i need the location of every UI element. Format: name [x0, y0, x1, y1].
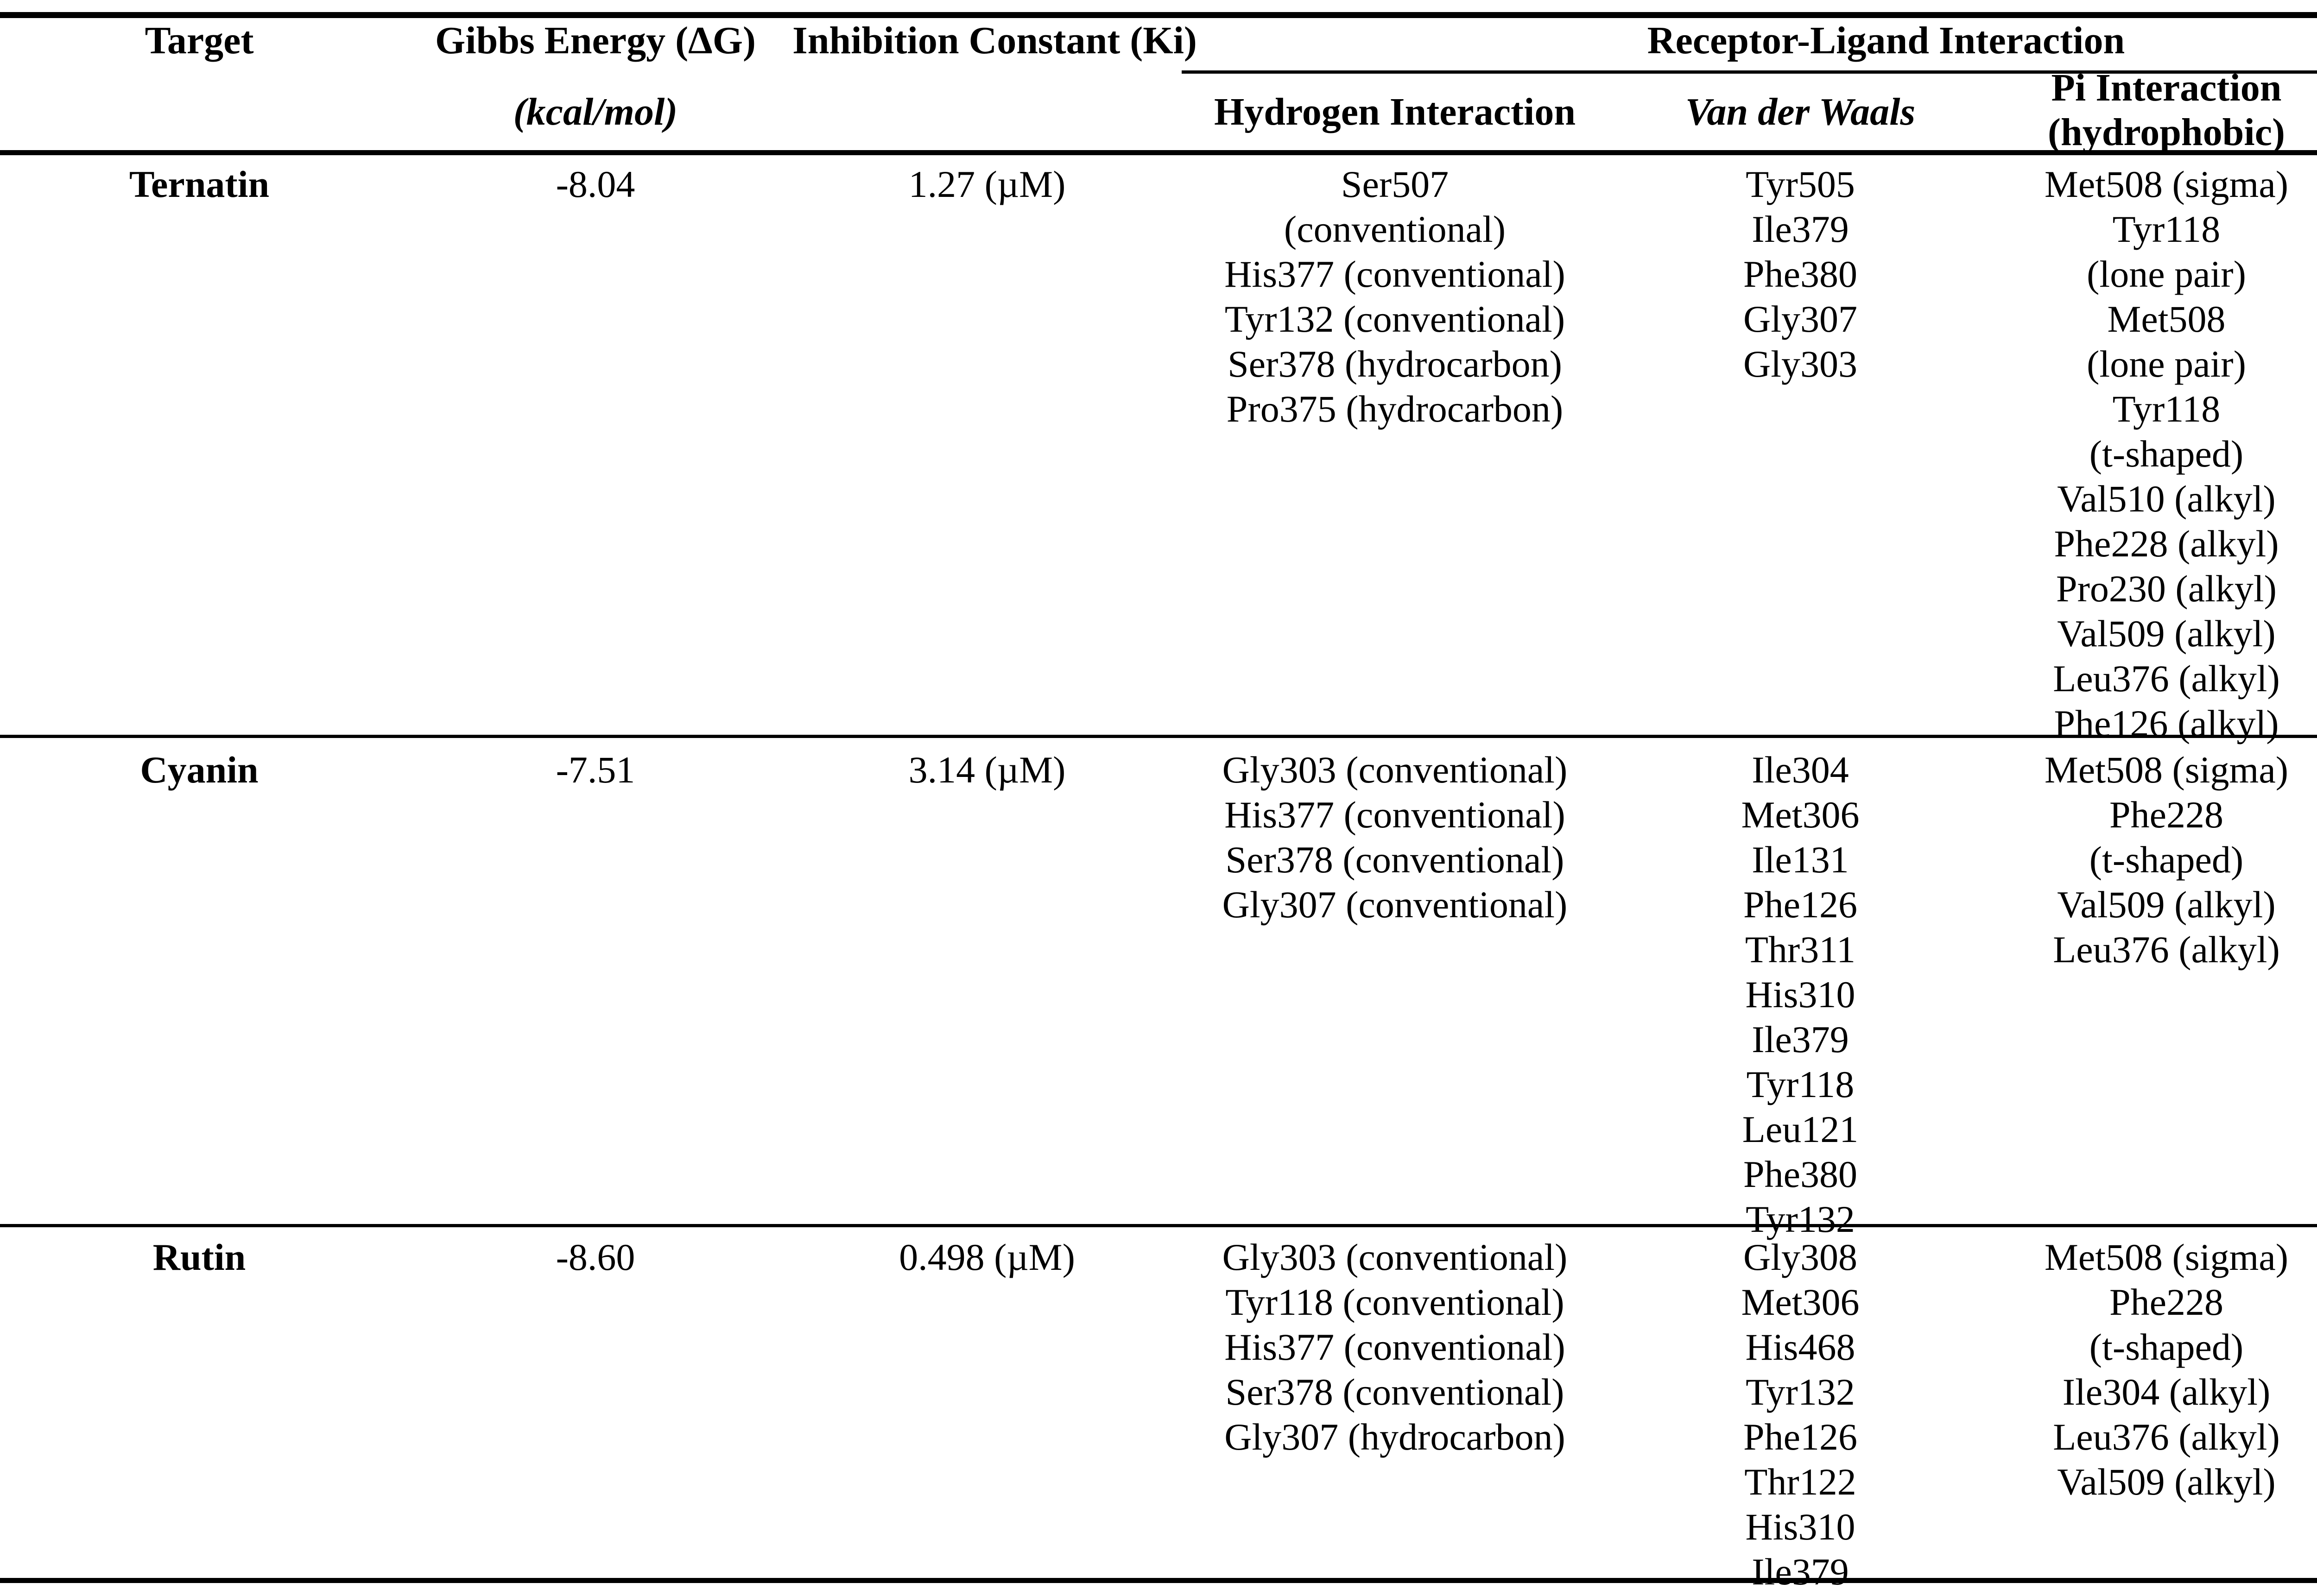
- cell-line: Ser378 (hydrocarbon): [1228, 343, 1562, 385]
- header-inhibition-constant: Inhibition Constant (Ki): [792, 19, 1197, 62]
- cell-line: His377 (conventional): [1224, 794, 1565, 836]
- cell-line: Phe228: [2109, 1281, 2223, 1323]
- cell-line: Met508 (sigma): [2044, 1236, 2289, 1278]
- row-separator-cyanin-rutin: [0, 1224, 2317, 1227]
- cell-line: Ile379: [1752, 1018, 1849, 1060]
- cell-line: Gly303 (conventional): [1222, 1236, 1568, 1278]
- cell-line: His310: [1745, 1506, 1855, 1548]
- gibbs-cell: -8.60: [556, 1236, 635, 1278]
- cell-line: Val509 (alkyl): [2057, 1461, 2276, 1503]
- cell-line: Val509 (alkyl): [2057, 612, 2276, 655]
- cell-line: Phe126: [1743, 883, 1857, 926]
- cell-line: His377 (conventional): [1224, 253, 1565, 295]
- cell-line: Phe228: [2109, 794, 2223, 836]
- cell-line: Tyr118: [2112, 208, 2221, 250]
- cell-line: Met306: [1741, 794, 1860, 836]
- cell-line: Thr311: [1745, 928, 1856, 971]
- cell-line: (conventional): [1284, 208, 1506, 250]
- cell-line: Gly303: [1743, 343, 1857, 385]
- table-bottom-rule: [0, 1578, 2317, 1583]
- target-cell: Cyanin: [140, 749, 259, 791]
- cell-line: Val509 (alkyl): [2057, 883, 2276, 926]
- cell-line: Ser378 (conventional): [1225, 1371, 1564, 1413]
- cell-line: Phe380: [1743, 1153, 1857, 1195]
- header-bottom-rule: [0, 150, 2317, 155]
- hydrogen-cell: Gly303 (conventional) His377 (conventiona…: [1182, 747, 1608, 927]
- gibbs-cell: -7.51: [556, 749, 635, 791]
- header-target: Target: [145, 19, 254, 62]
- cell-line: Ile379: [1752, 1551, 1849, 1593]
- cell-line: Pro375 (hydrocarbon): [1226, 388, 1564, 430]
- cell-line: Leu376 (alkyl): [2053, 928, 2280, 971]
- ki-cell: 0.498 (µM): [899, 1236, 1075, 1278]
- cell-line: Tyr118: [1746, 1063, 1855, 1105]
- cell-line: Ser378 (conventional): [1225, 839, 1564, 881]
- target-cell: Rutin: [152, 1236, 246, 1278]
- gibbs-cell: -8.04: [556, 163, 635, 205]
- header-van-der-waals: Van der Waals: [1685, 90, 1916, 133]
- cell-line: Tyr132: [1746, 1198, 1855, 1240]
- cell-line: (lone pair): [2087, 253, 2246, 295]
- row-separator-ternatin-cyanin: [0, 735, 2317, 738]
- ki-cell: 3.14 (µM): [908, 749, 1066, 791]
- cell-line: Met508 (sigma): [2044, 163, 2289, 205]
- cell-line: (t-shaped): [2089, 433, 2244, 475]
- cell-line: (lone pair): [2087, 343, 2246, 385]
- cell-line: Ile131: [1752, 839, 1849, 881]
- hydrogen-cell: Gly303 (conventional) Tyr118 (conventiona…: [1182, 1235, 1608, 1459]
- vdw-cell: Gly308 Met306 His468 Tyr132 Phe126 Thr122 His3…: [1608, 1235, 1993, 1594]
- cell-line: Met508 (sigma): [2044, 749, 2289, 791]
- cell-line: Val510 (alkyl): [2057, 478, 2276, 520]
- cell-line: Gly307 (hydrocarbon): [1224, 1416, 1565, 1458]
- cell-line: Gly308: [1743, 1236, 1857, 1278]
- cell-line: Met306: [1741, 1281, 1860, 1323]
- header-pi-interaction-line1: Pi Interaction: [2051, 66, 2282, 109]
- cell-line: His468: [1745, 1326, 1855, 1368]
- cell-line: Pro230 (alkyl): [2056, 568, 2277, 610]
- cell-line: Leu121: [1742, 1108, 1859, 1150]
- cell-line: Tyr132: [1746, 1371, 1855, 1413]
- vdw-cell: Tyr505 Ile379 Phe380 Gly307 Gly303: [1608, 162, 1993, 386]
- cell-line: Gly307 (conventional): [1222, 883, 1568, 926]
- table-top-rule: [0, 12, 2317, 18]
- cell-line: Ile304 (alkyl): [2062, 1371, 2271, 1413]
- header-pi-interaction-line2: (hydrophobic): [2048, 111, 2285, 154]
- cell-line: Tyr132 (conventional): [1224, 298, 1565, 340]
- vdw-cell: Ile304 Met306 Ile131 Phe126 Thr311 His310 Ile3…: [1608, 747, 1993, 1242]
- header-gibbs-energy: Gibbs Energy (ΔG): [435, 19, 756, 62]
- cell-line: Ile379: [1752, 208, 1849, 250]
- cell-line: Tyr118 (conventional): [1225, 1281, 1564, 1323]
- cell-line: Leu376 (alkyl): [2053, 1416, 2280, 1458]
- cell-line: (t-shaped): [2089, 1326, 2244, 1368]
- group-header-underline-rule: [1182, 70, 2317, 74]
- pi-cell: Met508 (sigma) Tyr118 (lone pair) Met508 (lo…: [1993, 162, 2317, 746]
- cell-line: Tyr505: [1746, 163, 1855, 205]
- pi-cell: Met508 (sigma) Phe228 (t-shaped) Ile304 (al…: [1993, 1235, 2317, 1504]
- cell-line: Gly303 (conventional): [1222, 749, 1568, 791]
- cell-line: Met508: [2107, 298, 2226, 340]
- cell-line: Leu376 (alkyl): [2053, 657, 2280, 700]
- cell-line: Tyr118: [2112, 388, 2221, 430]
- pi-cell: Met508 (sigma) Phe228 (t-shaped) Val509 (al…: [1993, 747, 2317, 972]
- cell-line: Ser507: [1341, 163, 1449, 205]
- target-cell: Ternatin: [129, 163, 270, 205]
- cell-line: Phe228 (alkyl): [2054, 523, 2279, 565]
- cell-line: Phe380: [1743, 253, 1857, 295]
- header-receptor-ligand-interaction-group: Receptor-Ligand Interaction: [1647, 19, 2125, 62]
- header-gibbs-unit: (kcal/mol): [513, 90, 678, 133]
- header-pi-interaction: Pi Interaction (hydrophobic): [1993, 66, 2317, 155]
- cell-line: Gly307: [1743, 298, 1857, 340]
- cell-line: Ile304: [1752, 749, 1849, 791]
- cell-line: (t-shaped): [2089, 839, 2244, 881]
- cell-line: Thr122: [1744, 1461, 1856, 1503]
- ki-cell: 1.27 (µM): [908, 163, 1066, 205]
- cell-line: Phe126: [1743, 1416, 1857, 1458]
- cell-line: His310: [1745, 973, 1855, 1016]
- hydrogen-cell: Ser507 (conventional) His377 (conventional…: [1182, 162, 1608, 431]
- cell-line: Phe126 (alkyl): [2054, 702, 2279, 744]
- cell-line: His377 (conventional): [1224, 1326, 1565, 1368]
- header-hydrogen-interaction: Hydrogen Interaction: [1214, 90, 1576, 133]
